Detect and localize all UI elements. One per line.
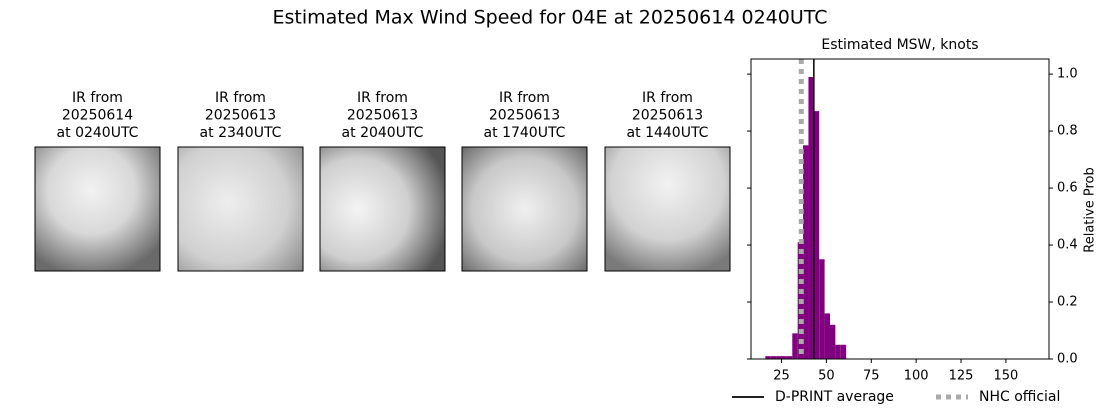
legend-label: D-PRINT average <box>775 389 894 405</box>
chart-title: Estimated Max Wind Speed for 04E at 2025… <box>272 7 827 29</box>
bar <box>813 111 820 359</box>
x-tick-label: 50 <box>818 369 835 384</box>
panel-label: at 0240UTC <box>57 125 139 141</box>
bar <box>824 313 830 359</box>
bar <box>803 145 809 359</box>
panel-label: IR from <box>72 90 123 106</box>
bar <box>829 324 836 359</box>
bar <box>819 259 825 359</box>
panel-label: at 2340UTC <box>200 125 282 141</box>
bar <box>776 356 782 359</box>
x-tick-label: 75 <box>863 369 880 384</box>
subtitle: Estimated MSW, knots <box>821 37 978 53</box>
bar <box>765 356 771 359</box>
y-axis-label: Relative Prob <box>1083 167 1098 252</box>
satellite-image <box>461 146 588 272</box>
y-tick-label: 0.6 <box>1057 181 1078 196</box>
panel-label: 20250614 <box>62 108 133 124</box>
bar <box>835 344 841 359</box>
bar <box>786 356 793 359</box>
bar <box>781 356 787 359</box>
panel-label: at 1740UTC <box>484 125 566 141</box>
satellite-image <box>34 146 161 272</box>
panel-label: at 1440UTC <box>627 125 709 141</box>
panel-label: at 2040UTC <box>342 125 424 141</box>
panel-label: IR from <box>357 90 408 106</box>
panel-label: 20250613 <box>347 108 418 124</box>
bar <box>808 76 814 359</box>
panel-label: 20250613 <box>489 108 560 124</box>
x-tick-label: 150 <box>994 369 1019 384</box>
satellite-image <box>177 146 304 272</box>
x-tick-label: 100 <box>904 369 929 384</box>
panel-label: IR from <box>215 90 266 106</box>
panel-label: 20250613 <box>205 108 276 124</box>
panel-label: IR from <box>642 90 693 106</box>
satellite-image <box>604 146 731 272</box>
bar <box>792 333 798 359</box>
bar <box>770 356 777 359</box>
y-tick-label: 0.4 <box>1057 238 1078 253</box>
y-tick-label: 0.2 <box>1057 295 1078 310</box>
x-tick-label: 125 <box>949 369 974 384</box>
panel-label: IR from <box>499 90 550 106</box>
y-tick-label: 0.0 <box>1057 352 1078 367</box>
satellite-image <box>319 146 446 272</box>
x-tick-label: 25 <box>773 369 790 384</box>
plot-frame <box>750 58 1050 360</box>
panel-label: 20250613 <box>632 108 703 124</box>
y-tick-label: 0.8 <box>1057 124 1078 139</box>
bar <box>840 344 847 359</box>
y-tick-label: 1.0 <box>1057 67 1078 82</box>
legend-label: NHC official <box>979 389 1060 405</box>
